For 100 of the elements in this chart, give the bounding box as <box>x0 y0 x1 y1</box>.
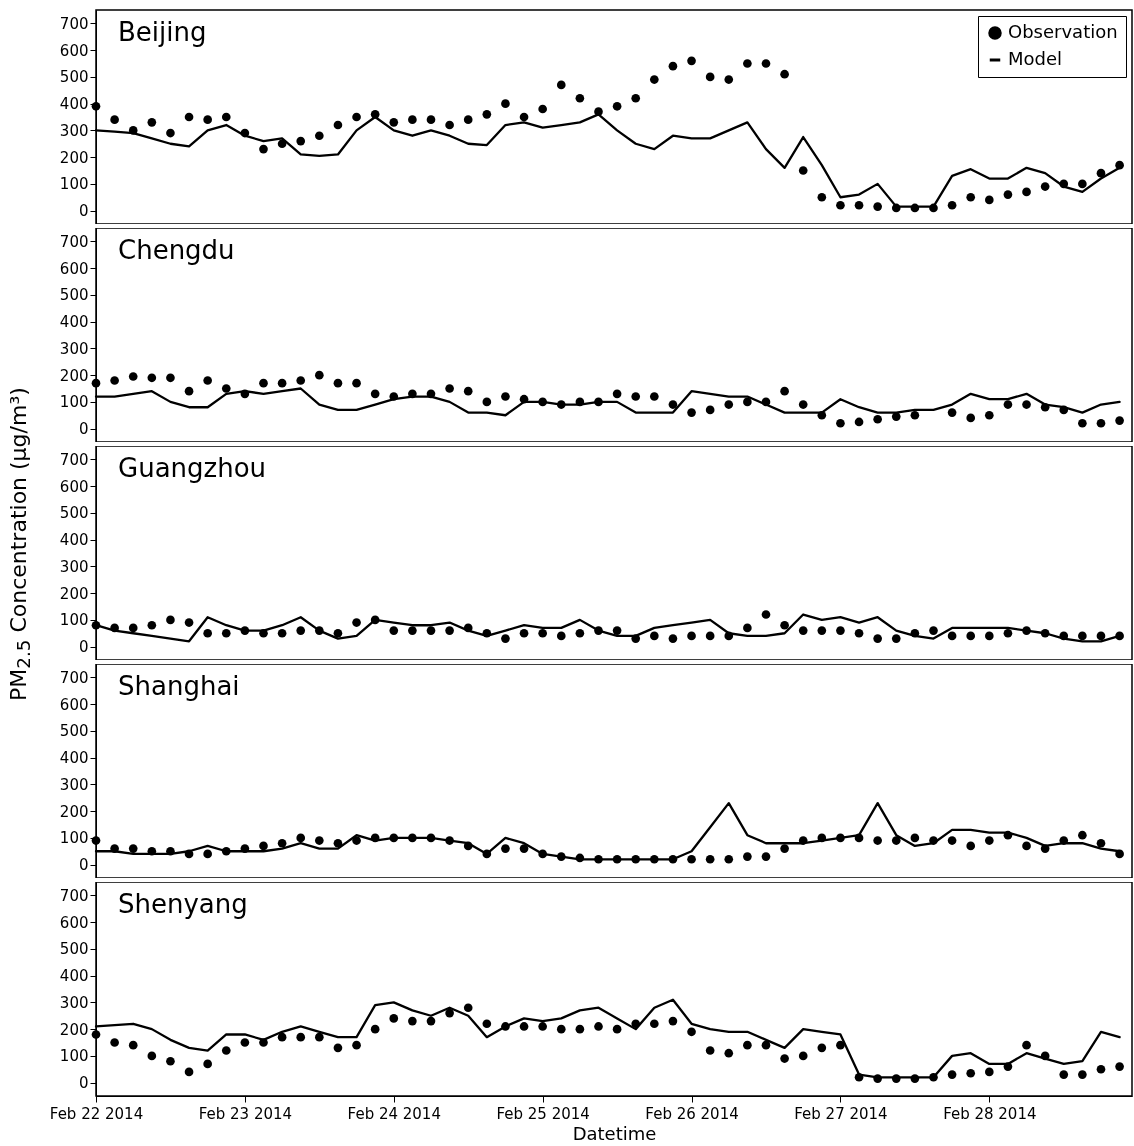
point <box>910 410 920 420</box>
y-tick-label: 100 <box>59 175 89 194</box>
point <box>389 626 399 635</box>
point <box>575 93 585 103</box>
point <box>408 1016 417 1026</box>
point <box>221 1046 231 1055</box>
chart-title: Shanghai <box>118 671 240 701</box>
y-tick-label: 200 <box>59 366 89 385</box>
point <box>445 1008 454 1018</box>
point <box>780 386 789 396</box>
x-axis-title: Datetime <box>572 1122 657 1144</box>
point <box>352 378 361 388</box>
x-tick-label: Feb 27 2014 <box>794 1104 888 1123</box>
point <box>612 101 622 111</box>
point <box>761 59 771 68</box>
y-tick-label: 700 <box>59 232 89 251</box>
y-tick-label: 600 <box>59 259 89 278</box>
x-tick-label: Feb 24 2014 <box>347 1104 441 1123</box>
point <box>556 80 566 90</box>
point <box>352 836 361 845</box>
point <box>1022 1040 1031 1050</box>
point <box>631 392 641 401</box>
point <box>984 410 994 420</box>
point <box>147 118 157 127</box>
point <box>426 626 436 635</box>
y-tick-label: 0 <box>78 856 89 875</box>
chart-title: Beijing <box>118 17 207 47</box>
point <box>575 1024 585 1034</box>
point <box>1078 631 1087 641</box>
point <box>761 852 771 861</box>
point <box>984 836 994 845</box>
y-tick-label: 500 <box>59 504 89 523</box>
point <box>1078 179 1087 189</box>
y-tick-label: 600 <box>59 913 89 932</box>
point <box>501 844 510 853</box>
point <box>947 1070 957 1079</box>
point <box>445 626 454 635</box>
point <box>724 75 734 84</box>
y-tick-label: 100 <box>59 1047 89 1066</box>
point <box>538 104 547 114</box>
point <box>128 372 138 381</box>
y-tick-label: 200 <box>59 802 89 821</box>
x-tick-label: Feb 28 2014 <box>943 1104 1037 1123</box>
point <box>110 1038 119 1047</box>
point <box>724 400 734 409</box>
y-tick-label: 0 <box>78 420 89 439</box>
point <box>538 628 547 638</box>
point <box>836 626 845 635</box>
point <box>649 1019 659 1029</box>
point <box>296 136 306 146</box>
y-tick-label: 500 <box>59 286 89 305</box>
point <box>575 628 585 638</box>
point <box>556 631 566 641</box>
point <box>947 200 957 210</box>
point <box>910 833 920 843</box>
point <box>873 836 882 845</box>
point <box>761 1040 771 1050</box>
point <box>296 376 306 385</box>
point <box>463 1003 473 1013</box>
point <box>203 115 212 124</box>
point <box>612 626 622 635</box>
point <box>352 1040 361 1050</box>
point <box>594 1022 603 1031</box>
point <box>519 1022 529 1031</box>
point <box>110 115 119 124</box>
point <box>91 101 101 111</box>
point <box>668 400 678 409</box>
point <box>333 1043 343 1053</box>
point <box>798 400 808 409</box>
point <box>947 631 957 641</box>
point <box>1059 1070 1069 1079</box>
point <box>501 99 510 108</box>
point <box>519 628 529 638</box>
point <box>687 56 696 66</box>
point <box>817 626 827 635</box>
y-tick-label: 600 <box>59 695 89 714</box>
point <box>166 128 175 138</box>
point <box>743 623 752 633</box>
point <box>817 192 827 202</box>
y-tick-label: 400 <box>59 967 89 986</box>
point <box>277 628 287 638</box>
point <box>315 370 324 380</box>
point <box>1078 830 1087 840</box>
y-tick-label: 200 <box>59 584 89 603</box>
point <box>482 110 492 119</box>
point <box>1115 416 1124 425</box>
y-tick-label: 600 <box>59 477 89 496</box>
point <box>408 115 417 124</box>
point <box>221 628 231 638</box>
point <box>389 118 399 127</box>
point <box>1096 631 1106 641</box>
point <box>408 626 417 635</box>
point <box>147 620 157 630</box>
point <box>836 418 845 428</box>
point <box>929 626 938 635</box>
point <box>705 631 715 641</box>
y-tick-label: 400 <box>59 95 89 114</box>
point <box>352 112 361 122</box>
point <box>166 373 175 383</box>
point <box>277 838 287 848</box>
